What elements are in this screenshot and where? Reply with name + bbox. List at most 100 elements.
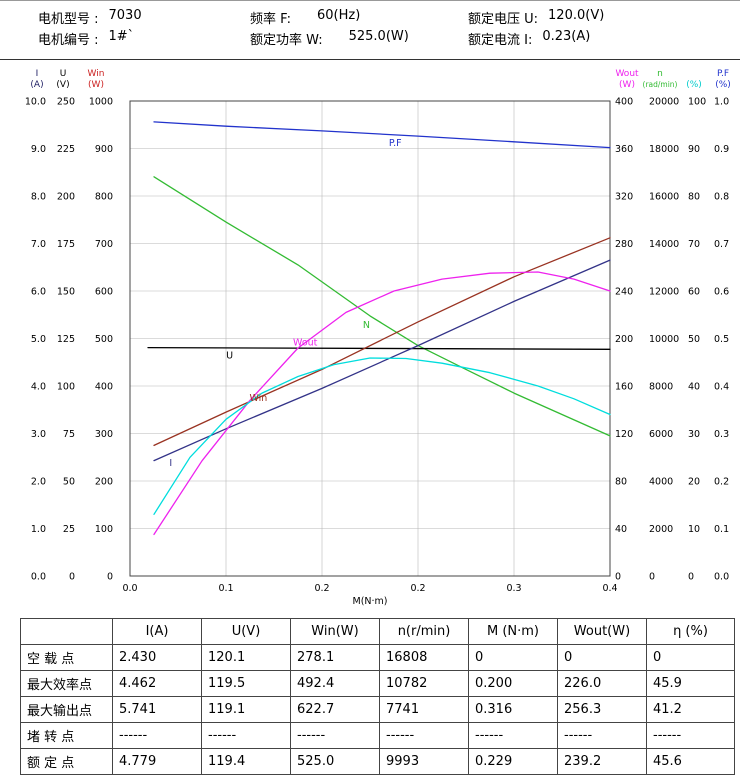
info-row-2: 电机编号 : 1#` 额定功率 W: 525.0(W) 额定电流 I: 0.23… xyxy=(0,29,740,50)
axis-tick-label: 100 xyxy=(688,97,706,108)
axis-tick-label: 900 xyxy=(95,144,113,155)
axis-tick-label: 40 xyxy=(615,524,627,535)
axis-title: Win xyxy=(88,69,105,79)
table-cell: 4.462 xyxy=(112,670,202,697)
table-cell: 256.3 xyxy=(557,696,647,723)
axis-tick-label: 40 xyxy=(688,382,700,393)
rated-current-value: 0.23(A) xyxy=(542,29,591,44)
axis-tick-label: 80 xyxy=(688,192,700,203)
rated-power-label: 额定功率 W: xyxy=(250,33,323,48)
axis-tick-label: 70 xyxy=(688,239,700,250)
table-cell: 7741 xyxy=(379,696,469,723)
frequency-field: 频率 F: 60(Hz) xyxy=(250,8,360,27)
table-cell: 119.1 xyxy=(201,696,291,723)
axis-tick-label: 800 xyxy=(95,192,113,203)
rated-voltage-value: 120.0(V) xyxy=(548,8,605,23)
axis-unit: (W) xyxy=(619,80,635,90)
table-cell: ------ xyxy=(201,722,291,749)
axis-tick-label: 100 xyxy=(95,524,113,535)
axis-unit: (V) xyxy=(56,80,69,90)
x-tick-label: 0.3 xyxy=(506,583,521,594)
axis-tick-label: 225 xyxy=(57,144,75,155)
rated-current-field: 额定电流 I: 0.23(A) xyxy=(468,29,590,48)
axis-tick-label: 6.0 xyxy=(31,287,46,298)
axis-tick-label: 10000 xyxy=(649,334,679,345)
motor-info-header: 电机型号 : 7030 频率 F: 60(Hz) 额定电压 U: 120.0(V… xyxy=(0,0,740,60)
x-axis-title: M(N·m) xyxy=(353,596,388,607)
table-cell: 492.4 xyxy=(290,670,380,697)
curve-i xyxy=(153,259,611,462)
column-header: Win(W) xyxy=(290,618,380,645)
axis-tick-label: 60 xyxy=(688,287,700,298)
axis-tick-label: 250 xyxy=(57,97,75,108)
axis-tick-label: 700 xyxy=(95,239,113,250)
motor-number-label: 电机编号 : xyxy=(38,33,99,48)
table-cell: 0 xyxy=(557,644,647,671)
rated-voltage-field: 额定电压 U: 120.0(V) xyxy=(468,8,604,27)
axis-title: n xyxy=(657,69,663,79)
table-cell: ------ xyxy=(290,722,380,749)
axis-unit: (W) xyxy=(88,80,104,90)
axis-tick-label: 3.0 xyxy=(31,429,46,440)
curve-label: U xyxy=(226,350,233,361)
axis-tick-label: 160 xyxy=(615,382,633,393)
axis-tick-label: 200 xyxy=(615,334,633,345)
axis-tick-label: 75 xyxy=(63,429,75,440)
axis-tick-label: 20000 xyxy=(649,97,679,108)
chart-canvas: I(A)10.09.08.07.06.05.04.03.02.01.00.0U(… xyxy=(25,69,731,607)
table-row: 堵 转 点 ------ ------ ------ ------ ------ -----… xyxy=(20,722,735,749)
table-cell: 45.9 xyxy=(646,670,735,697)
table-row: 最大输出点 5.741 119.1 622.7 7741 0.316 256.3 41.2 xyxy=(20,696,735,723)
x-tick-label: 0.0 xyxy=(122,583,137,594)
axis-tick-label: 0.3 xyxy=(714,429,729,440)
curve-pf xyxy=(153,121,611,149)
axis-title: P.F xyxy=(717,69,729,79)
axis-tick-label: 7.0 xyxy=(31,239,46,250)
axis-tick-label: 8.0 xyxy=(31,192,46,203)
axis-tick-label: 100 xyxy=(57,382,75,393)
curve-wout xyxy=(153,271,611,536)
table-cell: 120.1 xyxy=(201,644,291,671)
table-cell: ------ xyxy=(557,722,647,749)
axis-tick-label: 0 xyxy=(649,572,655,583)
table-cell: 525.0 xyxy=(290,748,380,775)
table-cell: 0.229 xyxy=(468,748,558,775)
axis-tick-label: 0.2 xyxy=(714,477,729,488)
operating-points-table: I(A) U(V) Win(W) n(r/min) M (N·m) Wout(W) η (%… xyxy=(20,618,735,775)
axis-tick-label: 16000 xyxy=(649,192,679,203)
axis-tick-label: 80 xyxy=(615,477,627,488)
axis-tick-label: 10.0 xyxy=(25,97,46,108)
table-cell: ------ xyxy=(379,722,469,749)
axis-tick-label: 500 xyxy=(95,334,113,345)
curve-label: I xyxy=(169,458,172,469)
axis-tick-label: 4000 xyxy=(649,477,673,488)
table-cell: 0.200 xyxy=(468,670,558,697)
row-label: 空 载 点 xyxy=(20,644,113,671)
frequency-label: 频率 F: xyxy=(250,12,291,27)
axis-tick-label: 30 xyxy=(688,429,700,440)
table-cell: 10782 xyxy=(379,670,469,697)
motor-model-value: 7030 xyxy=(108,8,142,23)
table-row: 最大效率点 4.462 119.5 492.4 10782 0.200 226.0 45.9 xyxy=(20,670,735,697)
axis-tick-label: 25 xyxy=(63,524,75,535)
axis-tick-label: 18000 xyxy=(649,144,679,155)
axis-tick-label: 0.1 xyxy=(714,524,729,535)
table-cell: 278.1 xyxy=(290,644,380,671)
x-tick-label: 0.1 xyxy=(218,583,233,594)
motor-number-field: 电机编号 : 1#` xyxy=(38,29,134,48)
axis-tick-label: 50 xyxy=(63,477,75,488)
axis-tick-label: 0.4 xyxy=(714,382,729,393)
axis-tick-label: 0 xyxy=(69,572,75,583)
axis-title: I xyxy=(36,69,39,79)
row-label: 最大效率点 xyxy=(20,670,113,697)
axis-unit: (%) xyxy=(686,80,702,90)
row-label: 额 定 点 xyxy=(20,748,113,775)
axis-tick-label: 150 xyxy=(57,287,75,298)
axis-tick-label: 360 xyxy=(615,144,633,155)
table-cell: ------ xyxy=(646,722,735,749)
axis-tick-label: 1.0 xyxy=(31,524,46,535)
x-tick-label: 0.2 xyxy=(314,583,329,594)
axis-tick-label: 175 xyxy=(57,239,75,250)
table-row: 额 定 点 4.779 119.4 525.0 9993 0.229 239.2 45.6 xyxy=(20,748,735,775)
